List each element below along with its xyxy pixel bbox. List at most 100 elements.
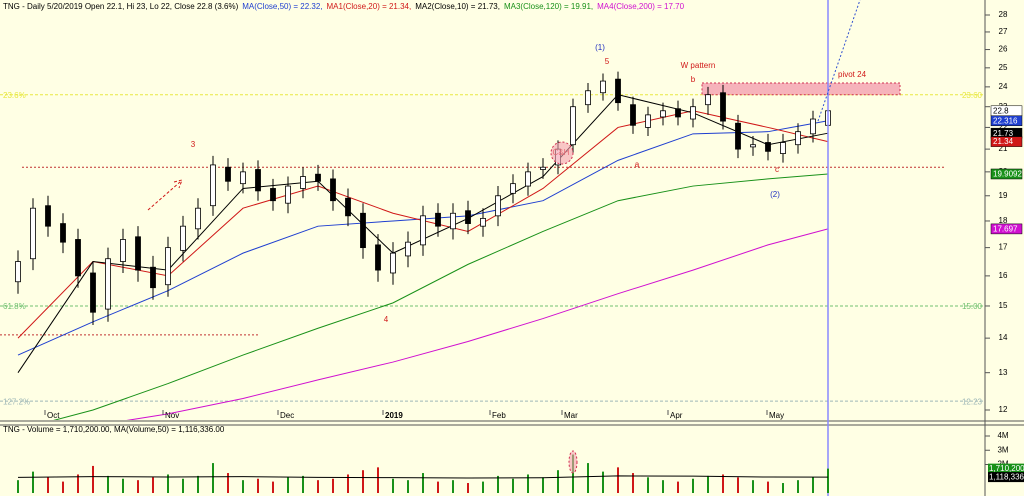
projection [817,0,861,122]
header-item: MA2(Close,10) = 21.73, [415,2,500,11]
candle-body [540,166,546,170]
volume-bar [107,475,109,493]
volume-bar [467,483,469,493]
volume-tag-label: 1,118,336 [989,473,1024,482]
annotation: (1) [595,43,605,52]
x-tick-label: Feb [492,411,506,420]
y-tick-label: 15 [999,301,1008,310]
volume-bar [392,478,394,493]
candle-body [135,236,141,271]
volume-bar [587,463,589,493]
candle-body [90,272,96,313]
volume-bar [152,477,154,493]
fib-right-label: 23.60 [962,91,983,100]
candle-body [750,144,756,148]
candle-body [240,171,246,185]
price-tag-label: 19.9092 [993,170,1022,179]
candle-body [525,171,531,187]
volume-tag-label: 1,710,200 [989,464,1024,473]
fib-left-label: 61.8% [3,302,26,311]
candle-body [645,114,651,128]
candle-body [765,142,771,152]
volume-bar [242,480,244,493]
y-tick-label: 12 [999,405,1008,414]
candle-body [210,164,216,207]
candle-body [75,239,81,277]
moving-average [126,228,829,420]
x-tick-label: Apr [670,411,683,420]
y-tick-label: 27 [999,27,1008,36]
price-tag-label: 17.697 [993,225,1018,234]
x-tick-label: Dec [280,411,294,420]
y-tick-label: 26 [999,45,1008,54]
candle-body [495,195,501,217]
candle-body [255,169,261,192]
volume-bar [782,483,784,493]
annotation: b [691,75,696,84]
volume-bar [272,481,274,493]
candle-body [810,118,816,135]
candle-body [225,166,231,182]
volume-bar [287,477,289,493]
volume-bar [812,477,814,493]
moving-average [53,173,829,420]
fib-right-label: 12.23 [962,397,983,406]
volume-bar [542,477,544,493]
volume-tick-label: 4M [997,431,1008,440]
volume-bar [182,478,184,493]
volume-bar [752,480,754,493]
volume-bar [737,477,739,493]
price-tag-label: 22.316 [993,116,1018,125]
x-tick-label: Oct [47,411,60,420]
volume-bar [722,474,724,493]
candle-body [705,94,711,106]
y-tick-label: 28 [999,10,1008,19]
candle-body [315,173,321,182]
x-tick-label: 2019 [385,411,403,420]
candle-body [330,178,336,202]
candle-body [570,106,576,146]
volume-bar [212,463,214,493]
candle-body [45,205,51,227]
volume-header: TNG - Volume = 1,710,200.00, MA(Volume,5… [3,425,225,434]
arrow [147,179,183,211]
volume-bar [647,477,649,493]
volume-bar [332,478,334,493]
candle-body [300,176,306,189]
candle-body [780,142,786,154]
volume-bar [572,454,574,493]
volume-bar [377,467,379,493]
candle-body [195,207,201,230]
annotation: c [775,165,779,174]
candle-body [795,131,801,146]
y-tick-label: 16 [999,271,1008,280]
candle-body [720,92,726,122]
candle-body [60,223,66,243]
price-header: TNG - Daily 5/20/2019 Open 22.1, Hi 23, … [3,2,688,11]
volume-bar [767,481,769,493]
candle-body [165,247,171,286]
y-tick-label: 22 [999,123,1008,132]
volume-tag [988,463,1024,474]
volume-bar [602,471,604,493]
volume-bar [677,481,679,493]
annotation: 4 [384,315,389,324]
annotation: a [635,160,640,169]
volume-bar [137,480,139,493]
price-tag [990,223,1023,235]
header-item: MA3(Close,120) = 19.91, [503,2,594,11]
price-tag-label: 21.34 [993,137,1014,146]
volume-bar [227,473,229,493]
volume-bar [407,480,409,493]
candle-body [480,217,486,227]
volume-bar [827,468,829,493]
x-tick-label: May [769,411,784,420]
volume-bar [482,481,484,493]
candle-body [675,108,681,118]
volume-bar [347,474,349,493]
volume-bar [692,478,694,493]
pivot-zone [701,82,901,96]
volume-tick-label: 3M [997,445,1008,454]
header-item: MA1(Close,20) = 21.34, [326,2,412,11]
